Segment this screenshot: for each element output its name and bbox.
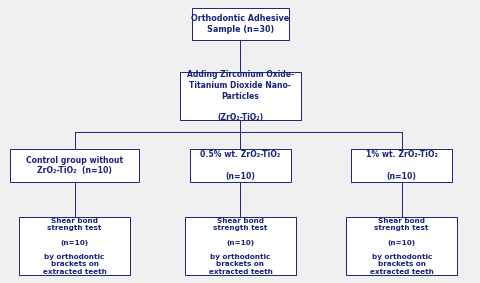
FancyBboxPatch shape (190, 149, 290, 182)
FancyBboxPatch shape (19, 217, 130, 275)
Text: Shear bond
strength test

(n=10)

by orthodontic
brackets on
extracted teeth: Shear bond strength test (n=10) by ortho… (43, 218, 106, 275)
Text: Control group without
ZrO₂-TiO₂  (n=10): Control group without ZrO₂-TiO₂ (n=10) (26, 156, 123, 175)
FancyBboxPatch shape (10, 149, 139, 182)
Text: Adding Zirconium Oxide-
Titanium Dioxide Nano-
Particles

(ZrO₂-TiO₂): Adding Zirconium Oxide- Titanium Dioxide… (187, 70, 293, 122)
Text: 1% wt. ZrO₂-TiO₂

(n=10): 1% wt. ZrO₂-TiO₂ (n=10) (365, 150, 437, 181)
FancyBboxPatch shape (180, 72, 300, 120)
Text: 0.5% wt. ZrO₂-TiO₂

(n=10): 0.5% wt. ZrO₂-TiO₂ (n=10) (200, 150, 280, 181)
Text: Orthodontic Adhesive
Sample (n=30): Orthodontic Adhesive Sample (n=30) (191, 14, 289, 34)
FancyBboxPatch shape (185, 217, 295, 275)
FancyBboxPatch shape (350, 149, 451, 182)
FancyBboxPatch shape (346, 217, 456, 275)
Text: Shear bond
strength test

(n=10)

by orthodontic
brackets on
extracted teeth: Shear bond strength test (n=10) by ortho… (208, 218, 272, 275)
FancyBboxPatch shape (192, 8, 288, 40)
Text: Shear bond
strength test

(n=10)

by orthodontic
brackets on
extracted teeth: Shear bond strength test (n=10) by ortho… (369, 218, 432, 275)
